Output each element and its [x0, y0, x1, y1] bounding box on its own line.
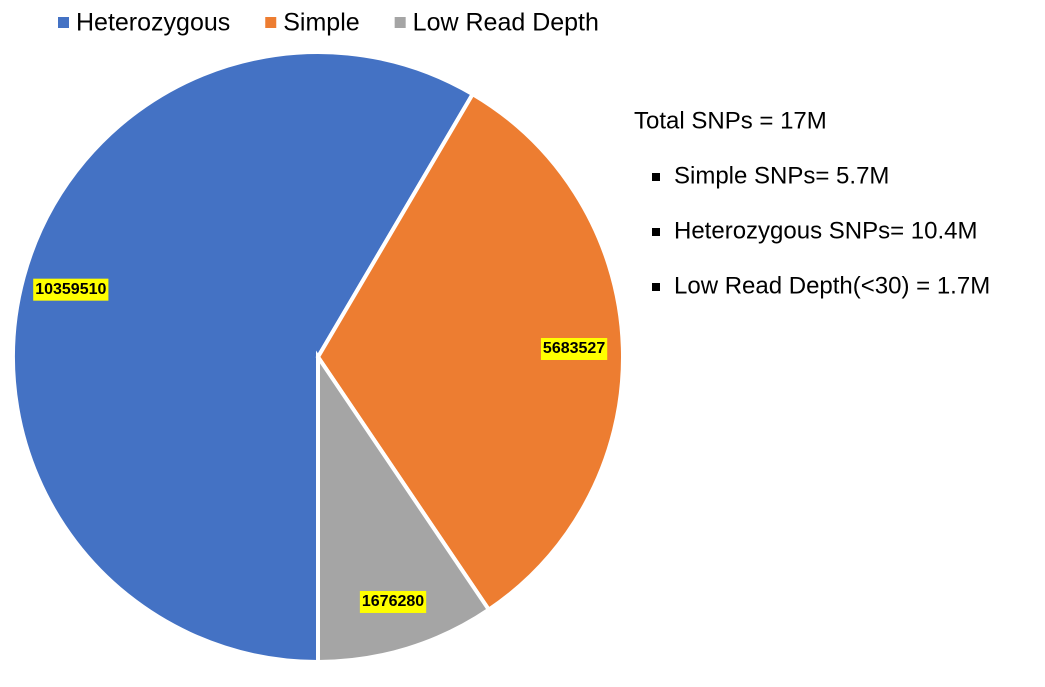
- legend-swatch: [394, 17, 406, 28]
- bullet: [652, 228, 660, 236]
- data-label-bg: [540, 337, 608, 360]
- annotation-item: Low Read Depth(<30) = 1.7M: [674, 272, 990, 299]
- annotation-item: Heterozygous SNPs= 10.4M: [674, 217, 977, 244]
- annotation-item: Simple SNPs= 5.7M: [674, 162, 889, 189]
- legend: Heterozygous Simple Low Read Depth: [58, 9, 599, 37]
- pie-slice: [11, 50, 476, 665]
- bullet: [652, 283, 660, 291]
- legend-swatch: [58, 17, 69, 28]
- data-label: 5683527: [543, 340, 605, 357]
- pie-slice: [316, 350, 492, 665]
- annotation-list: Simple SNPs= 5.7M Heterozygous SNPs= 10.4…: [652, 162, 990, 299]
- pie-slice: [315, 91, 625, 613]
- bullet: [652, 173, 660, 181]
- data-label-bg: [359, 590, 427, 613]
- pie: [11, 50, 625, 665]
- legend-swatch: [265, 17, 277, 28]
- legend-label: Simple: [283, 9, 359, 37]
- data-label-bg: [33, 278, 109, 301]
- legend-label: Heterozygous: [76, 9, 230, 37]
- data-label: 1676280: [362, 593, 424, 610]
- data-labels: 10359510 5683527 1676280: [33, 278, 608, 613]
- legend-label: Low Read Depth: [413, 9, 599, 37]
- annotation-title: Total SNPs = 17M: [634, 107, 827, 134]
- data-label: 10359510: [35, 281, 106, 298]
